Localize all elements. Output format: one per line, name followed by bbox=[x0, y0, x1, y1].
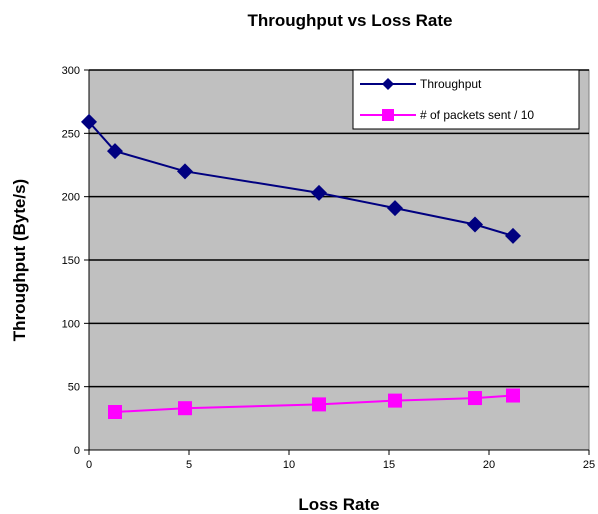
legend-marker-packets bbox=[382, 109, 394, 121]
legend: Throughput # of packets sent / 10 bbox=[352, 69, 580, 130]
x-tick-label-5: 5 bbox=[186, 459, 192, 471]
x-tick-label-0: 0 bbox=[86, 459, 92, 471]
point-throughput-0 bbox=[81, 113, 97, 130]
y-tick-label-150: 150 bbox=[62, 255, 80, 267]
point-throughput-2 bbox=[177, 163, 193, 180]
x-axis-title: Loss Rate bbox=[298, 495, 379, 514]
point-throughput-6 bbox=[505, 227, 521, 244]
x-tick-labels: 0 5 10 15 20 25 bbox=[86, 459, 595, 471]
y-tick-label-300: 300 bbox=[62, 65, 80, 77]
x-tick-label-25: 25 bbox=[583, 459, 595, 471]
legend-label-packets: # of packets sent / 10 bbox=[420, 108, 534, 122]
point-packets-3 bbox=[388, 393, 402, 408]
point-throughput-4 bbox=[387, 200, 403, 217]
y-tick-labels: 0 50 100 150 200 250 300 bbox=[62, 65, 80, 457]
x-tick-label-10: 10 bbox=[283, 459, 295, 471]
y-tick-label-250: 250 bbox=[62, 128, 80, 140]
legend-label-throughput: Throughput bbox=[420, 77, 482, 91]
x-tick-label-15: 15 bbox=[383, 459, 395, 471]
point-throughput-3 bbox=[311, 184, 327, 201]
series-layer bbox=[81, 113, 521, 419]
point-packets-2 bbox=[312, 397, 326, 412]
y-tick-label-200: 200 bbox=[62, 192, 80, 204]
point-packets-1 bbox=[178, 401, 192, 416]
y-axis-title: Throughput (Byte/s) bbox=[10, 179, 29, 341]
point-packets-5 bbox=[506, 388, 520, 403]
y-tick-label-0: 0 bbox=[74, 445, 80, 457]
y-tick-label-100: 100 bbox=[62, 318, 80, 330]
legend-marker-throughput bbox=[382, 78, 394, 90]
point-packets-4 bbox=[468, 391, 482, 406]
chart-title: Throughput vs Loss Rate bbox=[248, 11, 453, 30]
y-tick-label-50: 50 bbox=[68, 382, 80, 394]
point-throughput-1 bbox=[107, 143, 123, 160]
axes bbox=[88, 70, 590, 455]
x-tick-label-20: 20 bbox=[483, 459, 495, 471]
point-packets-0 bbox=[108, 405, 122, 419]
point-throughput-5 bbox=[467, 216, 483, 233]
